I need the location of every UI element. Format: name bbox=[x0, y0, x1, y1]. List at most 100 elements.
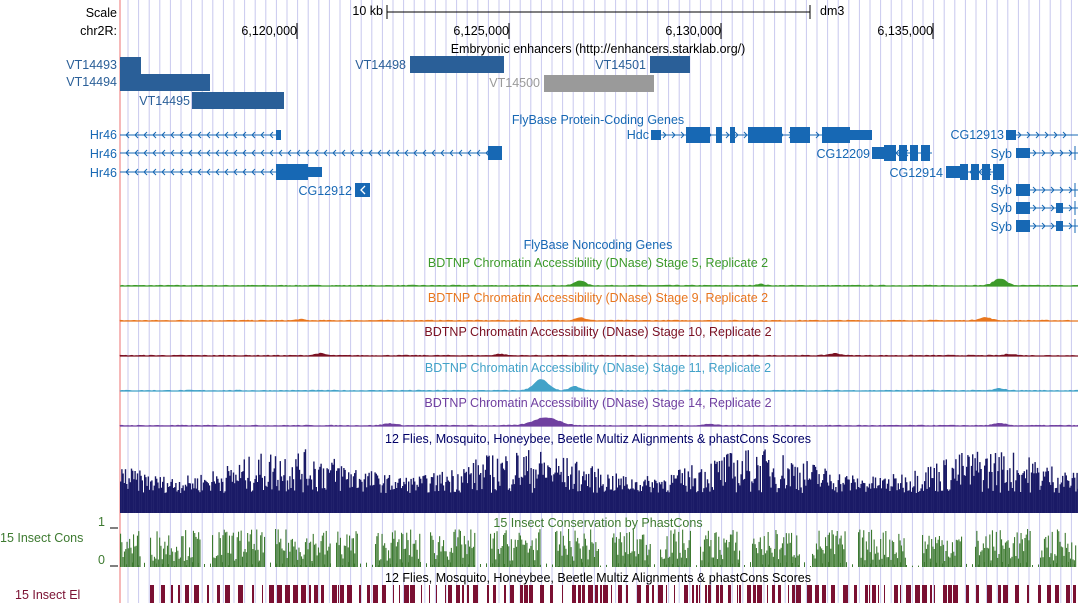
track-title-flybase-coding[interactable]: FlyBase Protein-Coding Genes bbox=[511, 113, 685, 127]
conservation-bar bbox=[916, 475, 919, 513]
conservation-bar bbox=[523, 457, 525, 513]
phastcons-bar bbox=[231, 535, 233, 567]
phastcons-bar bbox=[826, 546, 828, 567]
track-title-dnase-stage11[interactable]: BDTNP Chromatin Accessibility (DNase) St… bbox=[424, 361, 772, 375]
conservation-bar bbox=[240, 478, 242, 513]
track-title-phastcons[interactable]: 15 Insect Conservation by PhastCons bbox=[493, 516, 703, 530]
conservation-bar bbox=[628, 489, 631, 513]
phastcons-side-label[interactable]: 15 Insect Cons bbox=[0, 531, 84, 545]
conservation-bar bbox=[702, 492, 704, 513]
phastcons-bar bbox=[1046, 547, 1048, 567]
conservation-bar bbox=[658, 482, 661, 513]
strand-arrow bbox=[1059, 186, 1064, 194]
phastcons-bar bbox=[325, 530, 327, 567]
track-title-dnase-stage5[interactable]: BDTNP Chromatin Accessibility (DNase) St… bbox=[427, 256, 769, 270]
phastcons-bar bbox=[821, 548, 823, 567]
gene-label[interactable]: Hr46 bbox=[89, 166, 117, 180]
phastcons-bar bbox=[304, 542, 306, 567]
enhancer-label[interactable]: VT14498 bbox=[355, 58, 406, 72]
conservation-bar bbox=[1048, 482, 1051, 513]
conservation-bar bbox=[577, 491, 579, 513]
phastcons-bar bbox=[931, 539, 933, 567]
track-title-enhancers[interactable]: Embryonic enhancers (http://enhancers.st… bbox=[450, 42, 746, 56]
conservation-bar bbox=[486, 455, 488, 513]
conservation-bar bbox=[621, 489, 623, 513]
conservation-bar bbox=[778, 488, 781, 513]
gene-label[interactable]: Syb bbox=[990, 201, 1012, 215]
track-title-dnase-stage9[interactable]: BDTNP Chromatin Accessibility (DNase) St… bbox=[427, 291, 769, 305]
phastcons-bar bbox=[160, 545, 162, 567]
conservation-bar bbox=[415, 490, 417, 513]
phastcons-bar bbox=[822, 550, 824, 567]
phastcons-bar bbox=[942, 544, 944, 567]
gene-label[interactable]: CG12913 bbox=[950, 128, 1004, 142]
gene-label[interactable]: Syb bbox=[990, 183, 1012, 197]
element-tick bbox=[699, 585, 700, 603]
conservation-bar bbox=[506, 461, 508, 513]
strand-arrow bbox=[296, 149, 301, 157]
conservation-bar bbox=[640, 491, 643, 513]
elements-side-label[interactable]: 15 Insect El bbox=[15, 588, 81, 602]
conservation-bar bbox=[387, 477, 389, 513]
enhancer-label[interactable]: VT14494 bbox=[66, 75, 117, 89]
phastcons-bar bbox=[999, 530, 1001, 567]
enhancer-label[interactable]: VT14493 bbox=[66, 58, 117, 72]
track-title-elements[interactable]: 12 Flies, Mosquito, Honeybee, Beetle Mul… bbox=[385, 571, 811, 585]
conservation-bar bbox=[422, 476, 424, 513]
phastcons-bar bbox=[835, 535, 837, 567]
conservation-bar bbox=[733, 462, 735, 513]
gene-label[interactable]: CG12912 bbox=[298, 184, 352, 198]
gene-label[interactable]: Syb bbox=[990, 147, 1012, 161]
phastcons-bar bbox=[155, 558, 157, 567]
conservation-bar bbox=[434, 491, 436, 513]
track-title-dnase-stage14[interactable]: BDTNP Chromatin Accessibility (DNase) St… bbox=[424, 396, 772, 410]
phastcons-bar bbox=[523, 544, 525, 567]
phastcons-bar bbox=[787, 543, 789, 567]
phastcons-bar bbox=[342, 565, 343, 567]
phastcons-bar bbox=[505, 530, 507, 567]
phastcons-bar bbox=[134, 546, 136, 567]
gene-label[interactable]: Hdc bbox=[626, 128, 649, 142]
track-title-dnase-stage10[interactable]: BDTNP Chromatin Accessibility (DNase) St… bbox=[424, 325, 772, 339]
strand-arrow bbox=[1050, 149, 1055, 157]
phastcons-bar bbox=[152, 560, 154, 567]
enhancer-label[interactable]: VT14500 bbox=[489, 76, 540, 90]
conservation-bar bbox=[318, 469, 320, 513]
enhancer-label[interactable]: VT14495 bbox=[139, 94, 190, 108]
phastcons-bar bbox=[1040, 557, 1042, 567]
phastcons-bar bbox=[923, 553, 925, 567]
gene-label[interactable]: CG12209 bbox=[816, 147, 870, 161]
conservation-bar bbox=[685, 485, 687, 513]
track-title-flybase-noncoding[interactable]: FlyBase Noncoding Genes bbox=[523, 238, 673, 252]
phastcons-bar bbox=[678, 531, 680, 567]
phastcons-bar bbox=[993, 546, 995, 567]
conservation-bar bbox=[642, 486, 644, 513]
enhancer-label[interactable]: VT14501 bbox=[595, 58, 646, 72]
conservation-bar bbox=[1032, 463, 1034, 513]
gene-label[interactable]: Syb bbox=[990, 220, 1012, 234]
track-title-multiz[interactable]: 12 Flies, Mosquito, Honeybee, Beetle Mul… bbox=[385, 432, 811, 446]
phastcons-bar bbox=[151, 554, 153, 567]
phastcons-bar bbox=[774, 562, 775, 567]
phastcons-bar bbox=[397, 542, 399, 567]
phastcons-bar bbox=[1066, 547, 1068, 567]
element-tick bbox=[658, 585, 663, 603]
phastcons-bar bbox=[245, 552, 247, 567]
phastcons-bar bbox=[726, 566, 727, 567]
phastcons-bar bbox=[518, 532, 520, 567]
gene-label[interactable]: CG12914 bbox=[889, 166, 943, 180]
strand-arrow bbox=[143, 131, 148, 139]
phastcons-bar bbox=[310, 541, 312, 567]
phastcons-bar bbox=[280, 538, 282, 567]
phastcons-bar bbox=[644, 560, 646, 567]
gene-label[interactable]: Hr46 bbox=[89, 147, 117, 161]
conservation-bar bbox=[967, 455, 969, 513]
element-tick bbox=[987, 585, 992, 603]
element-tick bbox=[796, 585, 801, 603]
conservation-bar bbox=[954, 478, 956, 513]
phastcons-bar bbox=[1064, 532, 1066, 567]
gene-label[interactable]: Hr46 bbox=[89, 128, 117, 142]
conservation-bar bbox=[536, 478, 538, 513]
